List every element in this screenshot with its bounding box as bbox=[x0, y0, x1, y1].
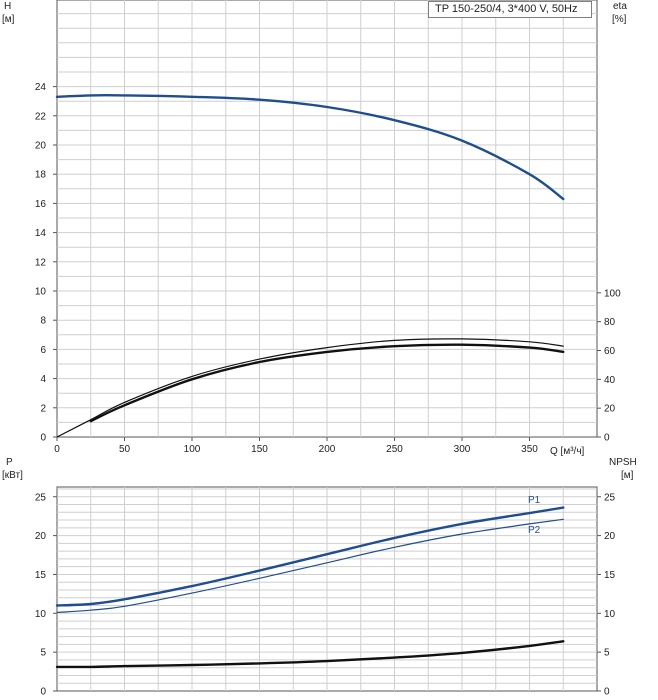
left-tick-label: 0 bbox=[40, 687, 46, 698]
series-label-p1: P1 bbox=[528, 495, 541, 506]
bottom-right-axis-unit: [м] bbox=[621, 470, 634, 481]
curves-layer bbox=[55, 93, 565, 669]
right-tick-label: 60 bbox=[604, 346, 616, 357]
series-line-p1 bbox=[55, 506, 565, 607]
left-tick-label: 4 bbox=[40, 374, 46, 385]
x-tick-label: 100 bbox=[184, 444, 201, 455]
left-tick-label: 24 bbox=[35, 82, 47, 93]
bottom-panel-grid bbox=[56, 486, 598, 692]
right-tick-label: 20 bbox=[604, 531, 616, 542]
left-tick-label: 2 bbox=[40, 403, 46, 414]
top-right-axis-unit: [%] bbox=[612, 14, 627, 25]
right-tick-label: 0 bbox=[604, 687, 610, 698]
right-tick-label: 15 bbox=[604, 570, 616, 581]
right-tick-label: 100 bbox=[604, 288, 621, 299]
right-tick-label: 80 bbox=[604, 317, 616, 328]
bottom-left-axis-label: P bbox=[6, 457, 13, 468]
left-tick-label: 5 bbox=[40, 648, 46, 659]
top-left-axis-unit: [м] bbox=[2, 14, 15, 25]
left-tick-label: 18 bbox=[35, 170, 47, 181]
top-right-axis-label: eta bbox=[613, 1, 627, 12]
left-tick-label: 10 bbox=[35, 287, 47, 298]
series-line-p2 bbox=[56, 518, 564, 614]
bottom-left-axis-unit: [кВт] bbox=[2, 470, 23, 481]
left-tick-label: 15 bbox=[35, 570, 47, 581]
x-tick-label: 200 bbox=[319, 444, 336, 455]
right-tick-label: 10 bbox=[604, 609, 616, 620]
x-tick-label: 150 bbox=[251, 444, 268, 455]
series-line-eta_b bbox=[89, 343, 565, 423]
legend-box: TP 150-250/4, 3*400 V, 50Hz bbox=[428, 1, 592, 18]
left-tick-label: 22 bbox=[35, 111, 47, 122]
right-tick-label: 40 bbox=[604, 375, 616, 386]
right-tick-label: 25 bbox=[604, 492, 616, 503]
series-label-p2: P2 bbox=[528, 525, 541, 536]
x-tick-label: 50 bbox=[119, 444, 131, 455]
x-tick-label: 250 bbox=[386, 444, 403, 455]
x-tick-label: 300 bbox=[454, 444, 471, 455]
bottom-right-axis-label: NPSH bbox=[609, 457, 637, 468]
left-tick-label: 0 bbox=[40, 433, 46, 444]
x-tick-label: 0 bbox=[54, 444, 60, 455]
x-axis-label: Q [м³/ч] bbox=[550, 446, 585, 457]
series-line-h bbox=[55, 93, 565, 201]
right-tick-label: 20 bbox=[604, 404, 616, 415]
left-tick-label: 16 bbox=[35, 199, 47, 210]
series-line-eta_a bbox=[56, 338, 564, 438]
right-tick-label: 0 bbox=[604, 433, 610, 444]
top-left-axis-label: H bbox=[4, 1, 11, 12]
left-tick-label: 6 bbox=[40, 345, 46, 356]
top-panel-grid bbox=[56, 0, 598, 438]
left-tick-label: 20 bbox=[35, 531, 47, 542]
left-tick-label: 8 bbox=[40, 316, 46, 327]
left-tick-label: 14 bbox=[35, 228, 47, 239]
right-tick-label: 5 bbox=[604, 648, 610, 659]
left-tick-label: 12 bbox=[35, 257, 47, 268]
series-line-npsh bbox=[55, 640, 565, 669]
left-tick-label: 25 bbox=[35, 492, 47, 503]
left-tick-label: 20 bbox=[35, 141, 47, 152]
left-tick-label: 10 bbox=[35, 609, 47, 620]
x-tick-label: 350 bbox=[521, 444, 538, 455]
